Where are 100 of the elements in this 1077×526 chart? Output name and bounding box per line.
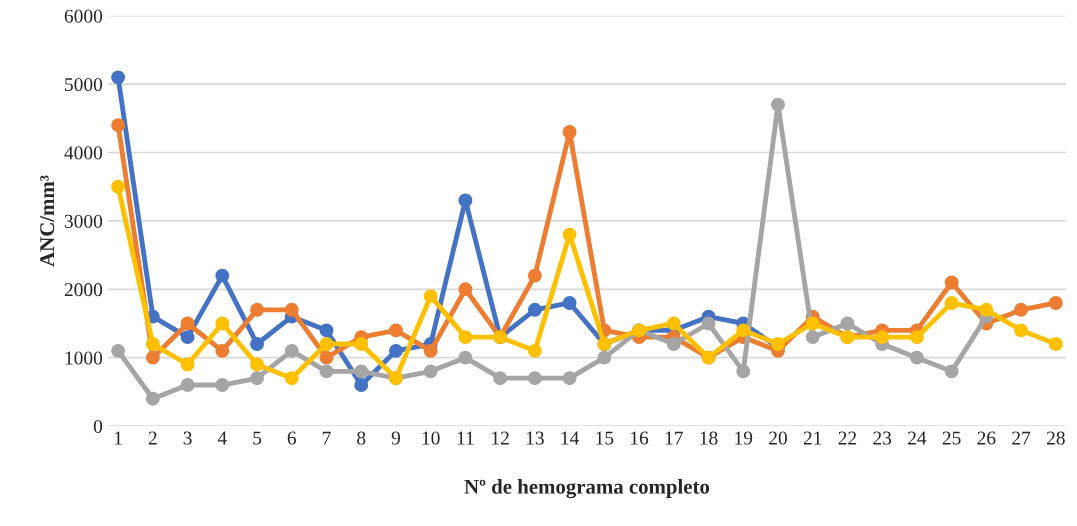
point (180, 316, 195, 331)
point (319, 350, 334, 365)
point (771, 97, 785, 112)
point (909, 350, 924, 365)
point (458, 282, 473, 297)
point (215, 316, 230, 331)
x-tick-label: 13 (526, 431, 544, 445)
point (145, 391, 160, 406)
x-tick-label: 1 (114, 431, 122, 445)
point (527, 371, 542, 386)
point (389, 343, 403, 358)
point (979, 302, 994, 317)
y-tick-label: 1000 (65, 351, 103, 365)
point (1048, 337, 1063, 351)
x-tick-label: 18 (700, 431, 718, 445)
point (944, 364, 959, 379)
point (527, 302, 542, 317)
point (875, 330, 890, 345)
point (319, 323, 334, 338)
point (111, 70, 126, 85)
point (215, 343, 230, 358)
point (180, 357, 195, 372)
x-tick-label: 22 (838, 431, 857, 445)
point (354, 337, 369, 351)
point (284, 343, 299, 358)
point (423, 343, 438, 358)
point (597, 350, 612, 365)
point (215, 268, 230, 283)
y-tick-label: 2000 (64, 283, 103, 297)
y-tick-label: 5000 (65, 77, 103, 92)
x-tick-label: 7 (322, 431, 331, 445)
x-tick-label: 5 (253, 431, 262, 445)
point (319, 364, 334, 379)
point (944, 275, 959, 290)
point (527, 268, 542, 283)
y-tick-label: 4000 (64, 146, 103, 160)
x-tick-label: 8 (357, 431, 366, 445)
point (389, 323, 403, 338)
x-tick-label: 4 (217, 431, 227, 445)
point (284, 371, 299, 386)
x-tick-label: 25 (942, 431, 961, 445)
point (423, 289, 438, 304)
y-tick-label: 6000 (64, 9, 103, 23)
point (458, 193, 473, 208)
y-axis-title: ANC/mm³ (40, 175, 55, 267)
point (284, 302, 299, 317)
point (562, 296, 577, 310)
point (527, 343, 542, 358)
x-tick-label: 11 (457, 431, 474, 445)
point (771, 337, 785, 351)
y-tick-label: 0 (93, 419, 103, 433)
point (145, 337, 160, 351)
point (458, 350, 473, 365)
point (701, 316, 716, 331)
point (666, 337, 681, 351)
x-tick-label: 24 (908, 431, 927, 445)
point (562, 371, 577, 386)
x-tick-label: 16 (631, 431, 649, 445)
point (250, 302, 264, 317)
point (250, 357, 264, 372)
y-tick-label: 3000 (64, 214, 103, 228)
point (736, 364, 751, 379)
point (145, 350, 160, 365)
x-tick-label: 23 (873, 431, 892, 445)
x-tick-label: 21 (803, 431, 822, 445)
x-axis-title: Nº de hemograma completo (464, 479, 710, 499)
point (111, 179, 126, 194)
x-tick-label: 26 (977, 431, 996, 445)
point (909, 330, 924, 345)
point (493, 371, 508, 386)
x-tick-label: 20 (769, 431, 787, 445)
x-tick-label: 9 (391, 431, 401, 445)
point (736, 323, 751, 338)
x-tick-label: 17 (665, 431, 683, 445)
x-tick-label: 6 (287, 431, 297, 445)
point (458, 330, 473, 345)
point (1014, 323, 1029, 338)
x-tick-label: 3 (183, 431, 192, 445)
x-tick-label: 10 (422, 431, 440, 445)
point (354, 378, 369, 392)
point (250, 371, 264, 386)
point (180, 330, 195, 345)
point (944, 296, 959, 310)
point (111, 343, 126, 358)
point (180, 378, 195, 392)
x-tick-label: 28 (1046, 431, 1065, 445)
point (319, 337, 334, 351)
x-tick-label: 19 (735, 431, 753, 445)
point (666, 316, 681, 331)
x-tick-label: 2 (148, 431, 157, 445)
point (111, 118, 126, 133)
point (1048, 296, 1063, 310)
point (1014, 302, 1029, 317)
x-tick-label: 12 (492, 431, 509, 445)
x-tick-label: 27 (1012, 431, 1031, 445)
point (423, 364, 438, 379)
x-tick-label: 15 (596, 431, 614, 445)
point (805, 330, 820, 345)
point (250, 337, 264, 351)
point (840, 316, 855, 331)
